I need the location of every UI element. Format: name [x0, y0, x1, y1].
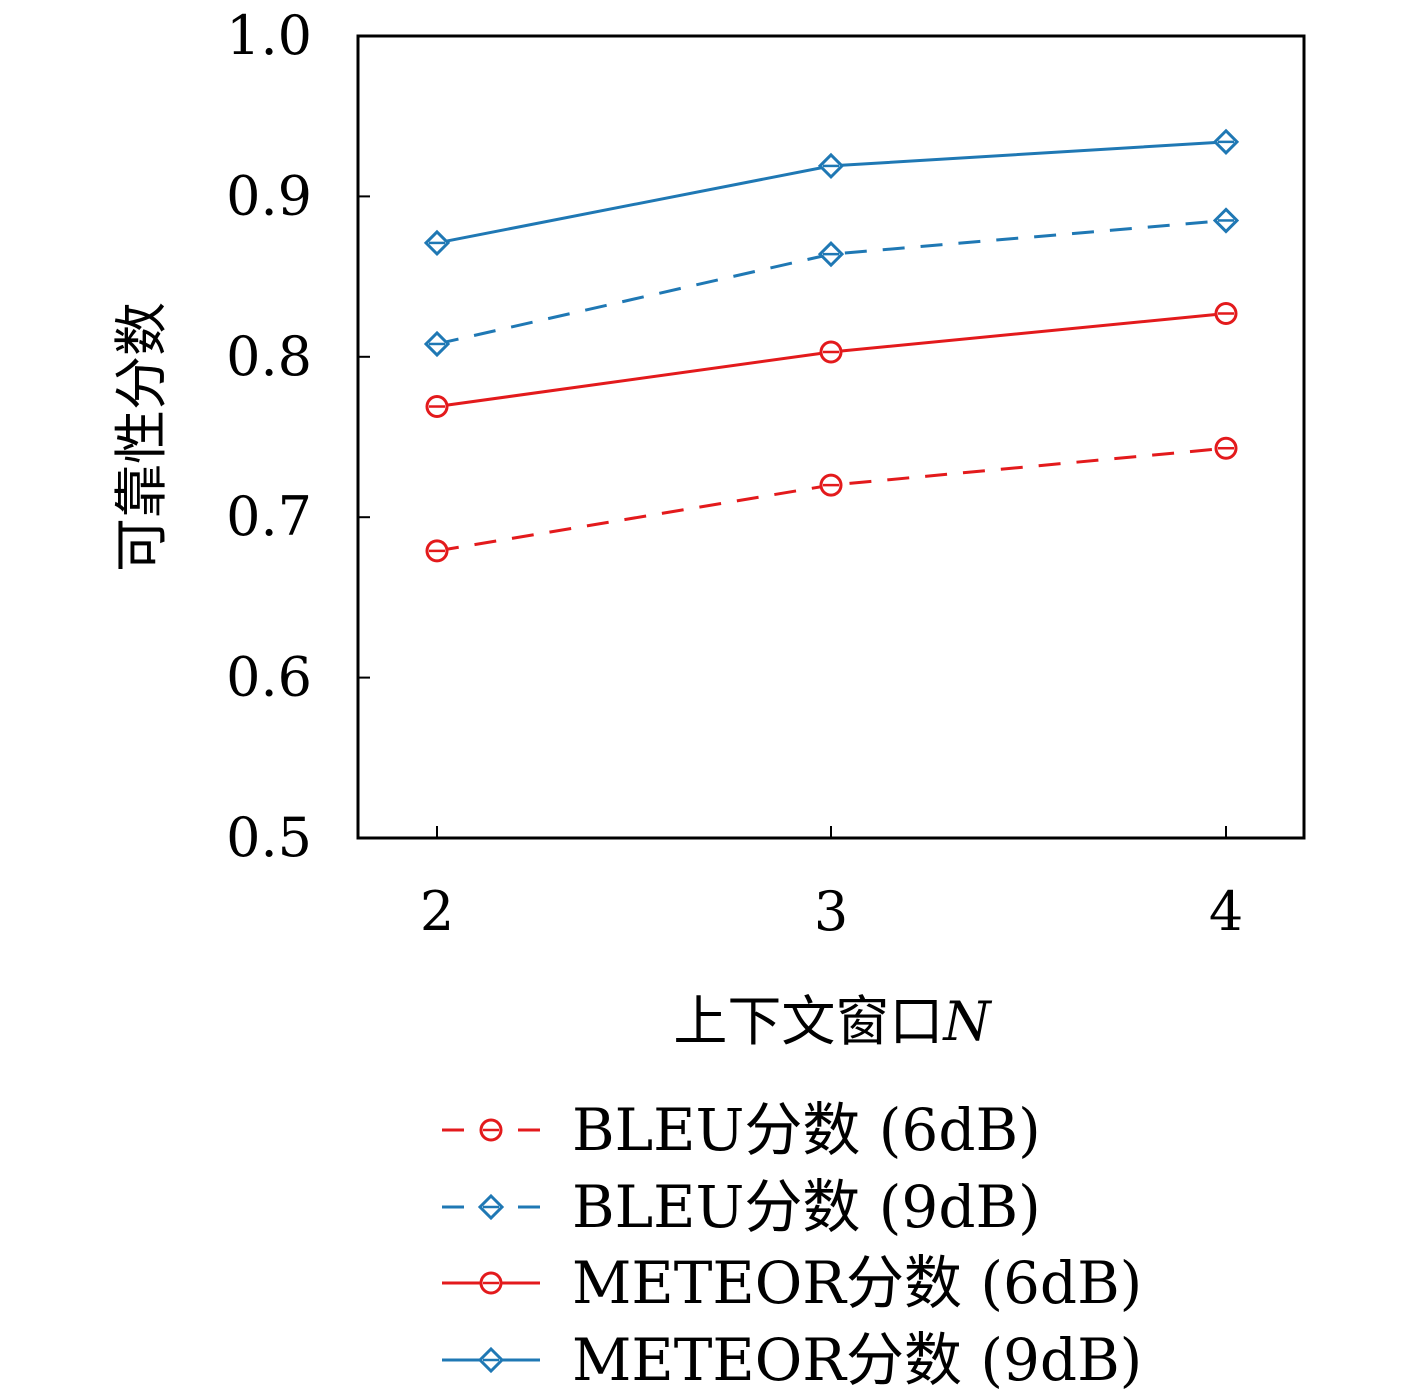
x-axis-title-text: 上下文窗口 — [673, 990, 943, 1053]
x-tick-label: 3 — [814, 880, 848, 943]
y-axis-title: 可靠性分数 — [110, 302, 173, 572]
legend-label: METEOR分数 (6dB) — [572, 1249, 1142, 1317]
y-tick-label: 0.7 — [226, 485, 312, 548]
x-axis-title: 上下文窗口N — [673, 990, 992, 1053]
y-tick-label: 0.6 — [226, 646, 312, 709]
legend-item: METEOR分数 (9dB) — [442, 1326, 1142, 1394]
legend-item: METEOR分数 (6dB) — [442, 1249, 1142, 1317]
legend-item: BLEU分数 (9dB) — [442, 1173, 1041, 1241]
series-3 — [423, 128, 1240, 257]
series-0 — [425, 436, 1238, 563]
series-layer — [423, 128, 1240, 563]
y-tick-label: 0.5 — [226, 806, 312, 869]
series-2 — [425, 301, 1238, 419]
legend-item: BLEU分数 (6dB) — [442, 1096, 1041, 1164]
y-tick-label: 0.8 — [226, 325, 312, 388]
legend-label: BLEU分数 (9dB) — [572, 1173, 1041, 1241]
x-axis: 2 3 4 — [420, 826, 1243, 943]
series-1 — [423, 207, 1240, 358]
x-tick-label: 4 — [1209, 880, 1243, 943]
series-line — [436, 218, 1227, 346]
x-axis-title-symbol: N — [941, 990, 992, 1053]
legend: BLEU分数 (6dB) BLEU分数 (9dB) METEOR分数 (6dB) ME… — [442, 1096, 1142, 1394]
x-tick-label: 2 — [420, 880, 454, 943]
y-axis: 0.5 0.6 0.7 0.8 0.9 1.0 — [226, 4, 370, 869]
y-tick-label: 1.0 — [226, 4, 312, 67]
series-line — [436, 446, 1227, 553]
y-tick-label: 0.9 — [226, 164, 312, 227]
legend-label: METEOR分数 (9dB) — [572, 1326, 1142, 1394]
legend-label: BLEU分数 (6dB) — [572, 1096, 1041, 1164]
